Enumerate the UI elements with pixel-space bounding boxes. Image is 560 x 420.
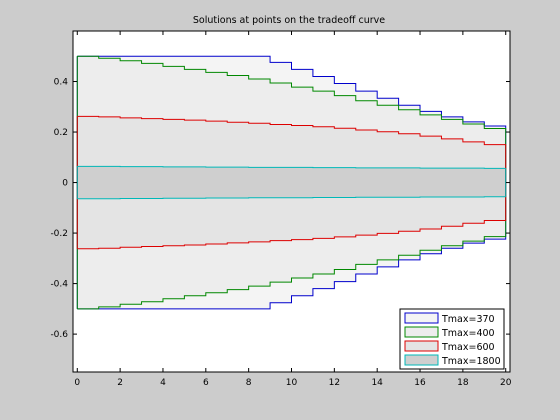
x-tick-label: 14 [371, 378, 383, 388]
y-tick-label: -0.4 [50, 280, 68, 290]
y-tick-label: 0.4 [54, 78, 69, 88]
y-tick-label: 0 [62, 179, 68, 189]
x-tick-label: 0 [74, 378, 80, 388]
series-lines [76, 55, 507, 310]
x-tick-label: 8 [246, 378, 252, 388]
legend: Tmax=370 Tmax=400 Tmax=600 Tmax=1800 [399, 308, 505, 370]
series-line-lower-0 [77, 233, 507, 310]
x-tick-label: 20 [500, 378, 512, 388]
series-line-upper-1 [77, 55, 507, 133]
y-tick-label: -0.6 [50, 330, 68, 340]
series-line-upper-0 [77, 55, 507, 133]
legend-swatch [404, 354, 439, 366]
series-line-lower-2 [77, 217, 507, 250]
series-line-lower-1 [77, 232, 507, 310]
x-tick-label: 6 [203, 378, 209, 388]
legend-swatch [404, 312, 439, 324]
y-tick-label: -0.2 [50, 229, 68, 239]
series-line-lower-3 [77, 196, 506, 200]
series-line-upper-2 [77, 115, 507, 148]
series-fill-3 [77, 166, 506, 199]
x-tick-label: 4 [160, 378, 166, 388]
y-tick-label: 0.2 [54, 128, 68, 138]
x-tick-label: 10 [286, 378, 298, 388]
legend-label: Tmax=370 [441, 314, 495, 325]
x-axis: 0 2 4 6 8 10 12 14 16 18 20 [74, 31, 512, 388]
legend-label: Tmax=400 [441, 328, 495, 339]
x-tick-label: 18 [457, 378, 469, 388]
legend-label: Tmax=600 [441, 342, 495, 353]
x-tick-label: 12 [329, 378, 340, 388]
x-tick-label: 16 [414, 378, 426, 388]
chart-title: Solutions at points on the tradeoff curv… [193, 15, 385, 26]
legend-swatch [404, 326, 439, 338]
legend-swatch [404, 340, 439, 352]
series-line-upper-3 [77, 165, 506, 169]
y-axis: -0.6 -0.4 -0.2 0 0.2 0.4 [50, 78, 510, 340]
x-tick-label: 2 [117, 378, 123, 388]
legend-label: Tmax=1800 [441, 356, 501, 367]
